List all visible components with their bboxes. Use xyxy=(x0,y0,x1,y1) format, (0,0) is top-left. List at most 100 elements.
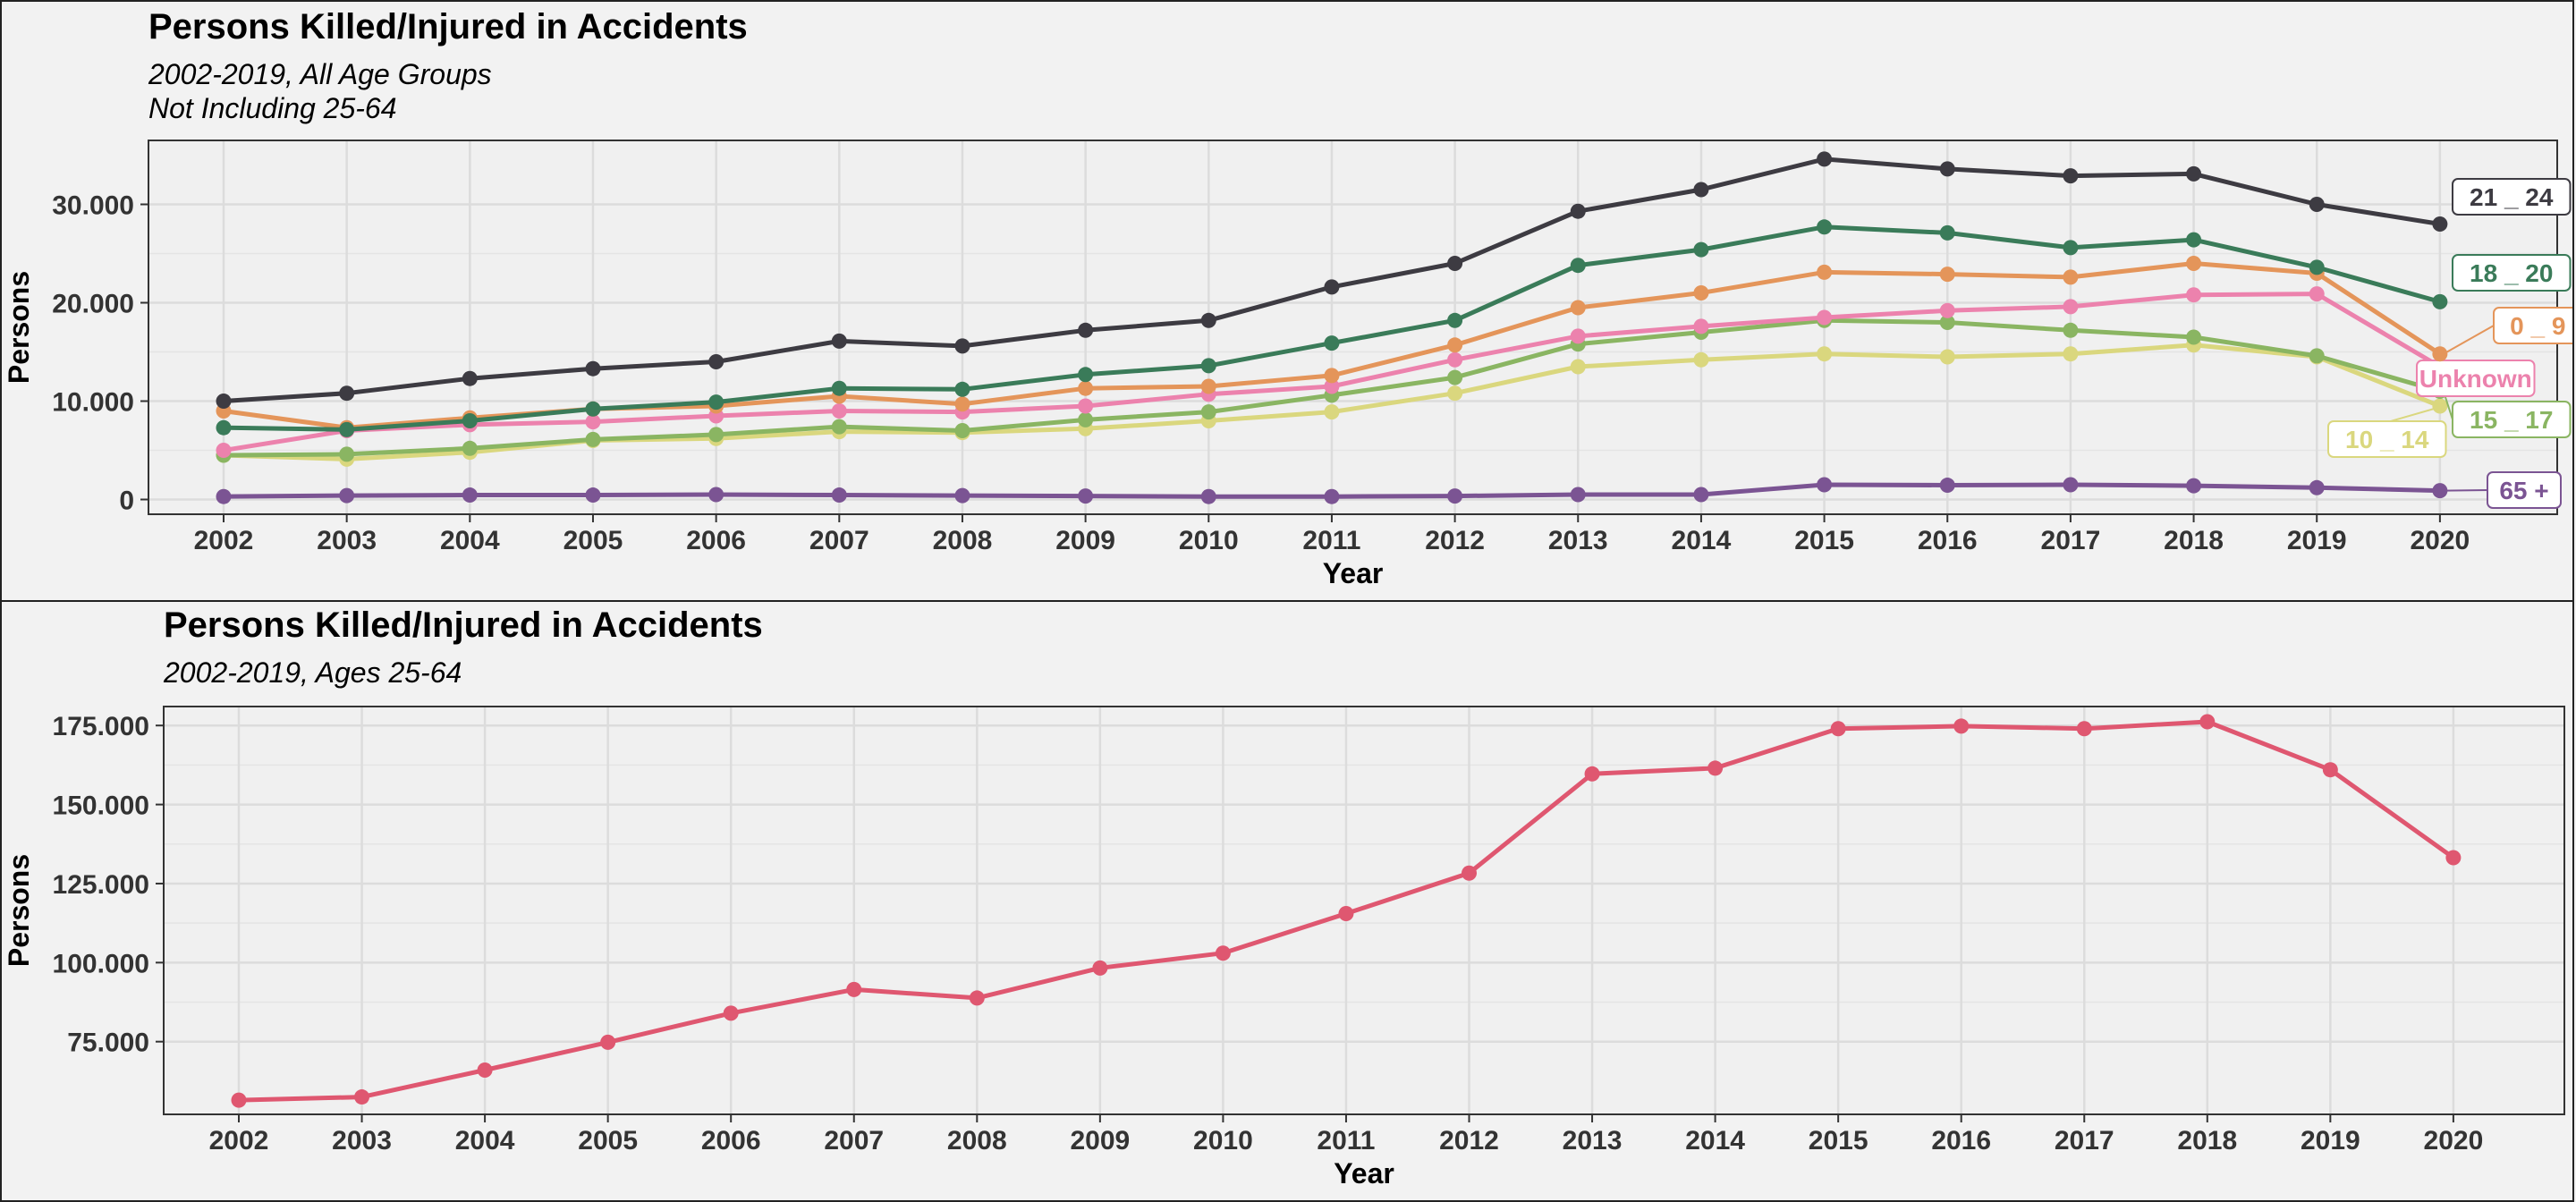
data-point xyxy=(1693,318,1709,334)
data-point xyxy=(954,338,970,354)
data-point xyxy=(1693,285,1709,300)
data-point xyxy=(1078,411,1094,427)
chart-title: Persons Killed/Injured in Accidents xyxy=(148,7,748,47)
data-point xyxy=(1570,300,1586,316)
label-box xyxy=(2487,471,2562,509)
data-point xyxy=(2063,346,2079,362)
data-point xyxy=(1939,302,1955,318)
x-axis: 2002 2003 2004 2005 2006 2007 2008 2009 2010 2011… xyxy=(209,1114,2483,1155)
data-point xyxy=(1817,309,1833,326)
series-label: Unknown xyxy=(2419,365,2532,393)
x-tick-label: 2005 xyxy=(578,1126,638,1155)
x-tick-label: 2012 xyxy=(1425,526,1485,555)
x-tick-label: 2011 xyxy=(1302,526,1360,555)
data-point xyxy=(2063,168,2079,184)
y-tick-label: 125.000 xyxy=(53,870,149,900)
data-point xyxy=(2445,850,2462,866)
data-point xyxy=(1078,322,1094,338)
data-point xyxy=(1338,906,1354,922)
data-point xyxy=(2186,256,2202,271)
data-point xyxy=(1939,478,1955,494)
x-tick-label: 2004 xyxy=(455,1126,515,1155)
data-point xyxy=(1200,404,1216,420)
data-point xyxy=(477,1062,493,1079)
data-point xyxy=(1817,264,1833,280)
y-tick-label: 30.000 xyxy=(52,191,134,221)
data-point xyxy=(2432,398,2448,414)
data-point xyxy=(1324,335,1340,351)
x-axis-title: Year xyxy=(1323,557,1384,589)
x-tick-label: 2009 xyxy=(1070,1126,1130,1155)
data-point xyxy=(1693,182,1709,198)
data-point xyxy=(1447,337,1463,353)
end-label-18-20: 18 _ 20 xyxy=(2452,254,2572,292)
y-tick-label: 175.000 xyxy=(53,712,149,741)
data-point xyxy=(969,990,985,1006)
y-tick-label: 100.000 xyxy=(53,949,149,978)
data-point xyxy=(954,381,970,397)
data-point xyxy=(2186,232,2202,248)
data-point xyxy=(1324,279,1340,295)
data-point xyxy=(1953,718,1970,734)
x-tick-label: 2010 xyxy=(1179,526,1239,555)
data-point xyxy=(1200,488,1216,504)
x-tick-label: 2008 xyxy=(947,1126,1007,1155)
data-point xyxy=(2186,287,2202,303)
x-tick-label: 2017 xyxy=(2055,1126,2114,1155)
data-point xyxy=(2186,329,2202,345)
data-point xyxy=(2186,165,2202,182)
x-tick-label: 2011 xyxy=(1317,1126,1375,1155)
label-leader-line xyxy=(2443,489,2488,492)
data-point xyxy=(1817,346,1833,362)
data-point xyxy=(2063,240,2079,256)
data-point xyxy=(708,354,724,369)
y-axis-title: Persons xyxy=(3,854,35,967)
data-point xyxy=(585,360,601,377)
data-point xyxy=(600,1034,616,1050)
data-point xyxy=(1324,378,1340,394)
data-point xyxy=(1200,312,1216,328)
data-point xyxy=(1078,488,1094,504)
data-point xyxy=(1570,258,1586,274)
data-point xyxy=(1570,359,1586,375)
x-tick-label: 2013 xyxy=(1548,526,1608,555)
data-point xyxy=(1939,224,1955,241)
data-point xyxy=(231,1092,247,1108)
data-point xyxy=(354,1089,370,1105)
y-axis-title: Persons xyxy=(3,271,35,384)
data-point xyxy=(2432,346,2448,362)
data-point xyxy=(954,487,970,504)
y-tick-label: 0 xyxy=(119,487,134,516)
x-tick-label: 2006 xyxy=(686,526,746,555)
data-point xyxy=(1447,488,1463,504)
series-label: 15 _ 17 xyxy=(2470,406,2553,434)
data-point xyxy=(831,380,847,396)
data-point xyxy=(2309,286,2325,302)
label-leader-line xyxy=(2443,325,2495,355)
x-axis-title: Year xyxy=(1334,1157,1394,1189)
data-point xyxy=(2309,479,2325,495)
data-point xyxy=(1447,351,1463,368)
x-tick-label: 2012 xyxy=(1439,1126,1499,1155)
x-tick-label: 2019 xyxy=(2301,1126,2360,1155)
chart-subtitle-line-1: 2002-2019, All Age Groups xyxy=(148,58,492,90)
chart-panel-top: Persons Killed/Injured in Accidents 2002… xyxy=(0,0,2574,601)
x-tick-label: 2002 xyxy=(194,526,254,555)
data-point xyxy=(1570,328,1586,344)
data-point xyxy=(1939,349,1955,365)
data-point xyxy=(1693,351,1709,368)
plot-area xyxy=(164,707,2564,1114)
y-tick-label: 20.000 xyxy=(52,290,134,319)
data-point xyxy=(216,394,232,409)
y-tick-label: 10.000 xyxy=(52,388,134,418)
end-label-15-17: 15 _ 17 xyxy=(2442,391,2572,438)
data-point xyxy=(339,421,355,437)
series-label: 10 _ 14 xyxy=(2345,426,2429,453)
y-tick-label: 75.000 xyxy=(67,1028,149,1058)
data-point xyxy=(1939,161,1955,177)
x-tick-label: 2005 xyxy=(564,526,623,555)
x-tick-label: 2004 xyxy=(440,526,500,555)
y-tick-label: 150.000 xyxy=(53,791,149,821)
data-point xyxy=(216,488,232,504)
x-tick-label: 2003 xyxy=(317,526,377,555)
